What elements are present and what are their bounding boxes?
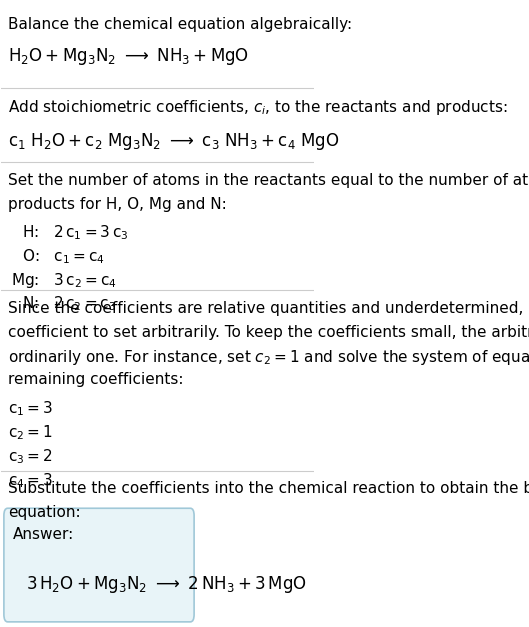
Text: Substitute the coefficients into the chemical reaction to obtain the balanced: Substitute the coefficients into the che… xyxy=(7,481,529,496)
Text: $\mathrm{c_1 = 3}$: $\mathrm{c_1 = 3}$ xyxy=(7,399,53,418)
Text: Add stoichiometric coefficients, $c_i$, to the reactants and products:: Add stoichiometric coefficients, $c_i$, … xyxy=(7,98,507,117)
Text: $\mathrm{c_4 = 3}$: $\mathrm{c_4 = 3}$ xyxy=(7,471,53,490)
Text: Since the coefficients are relative quantities and underdetermined, choose a: Since the coefficients are relative quan… xyxy=(7,301,529,316)
Text: N:   $\mathrm{2\,c_2 = c_3}$: N: $\mathrm{2\,c_2 = c_3}$ xyxy=(22,295,116,314)
Text: Answer:: Answer: xyxy=(13,527,75,542)
Text: Balance the chemical equation algebraically:: Balance the chemical equation algebraica… xyxy=(7,17,352,32)
Text: coefficient to set arbitrarily. To keep the coefficients small, the arbitrary va: coefficient to set arbitrarily. To keep … xyxy=(7,325,529,340)
Text: Set the number of atoms in the reactants equal to the number of atoms in the: Set the number of atoms in the reactants… xyxy=(7,173,529,188)
FancyBboxPatch shape xyxy=(4,508,194,622)
Text: products for H, O, Mg and N:: products for H, O, Mg and N: xyxy=(7,197,226,212)
Text: $\mathrm{c_3 = 2}$: $\mathrm{c_3 = 2}$ xyxy=(7,447,52,466)
Text: Mg:   $\mathrm{3\,c_2 = c_4}$: Mg: $\mathrm{3\,c_2 = c_4}$ xyxy=(11,271,116,290)
Text: H:   $\mathrm{2\,c_1 = 3\,c_3}$: H: $\mathrm{2\,c_1 = 3\,c_3}$ xyxy=(22,224,128,242)
Text: $\mathrm{H_2O + Mg_3N_2 \ \longrightarrow \ NH_3 + MgO}$: $\mathrm{H_2O + Mg_3N_2 \ \longrightarro… xyxy=(7,46,249,67)
Text: O:   $\mathrm{c_1 = c_4}$: O: $\mathrm{c_1 = c_4}$ xyxy=(22,247,105,266)
Text: remaining coefficients:: remaining coefficients: xyxy=(7,372,183,387)
Text: ordinarily one. For instance, set $c_2 = 1$ and solve the system of equations fo: ordinarily one. For instance, set $c_2 =… xyxy=(7,349,529,367)
Text: $\mathrm{c_2 = 1}$: $\mathrm{c_2 = 1}$ xyxy=(7,423,52,442)
Text: $\mathrm{3\,H_2O + Mg_3N_2 \ \longrightarrow \ 2\,NH_3 + 3\,MgO}$: $\mathrm{3\,H_2O + Mg_3N_2 \ \longrighta… xyxy=(26,574,307,595)
Text: equation:: equation: xyxy=(7,505,80,520)
Text: $\mathrm{c_1 \ H_2O + c_2 \ Mg_3N_2 \ \longrightarrow \ c_3 \ NH_3 + c_4 \ MgO}$: $\mathrm{c_1 \ H_2O + c_2 \ Mg_3N_2 \ \l… xyxy=(7,130,339,152)
